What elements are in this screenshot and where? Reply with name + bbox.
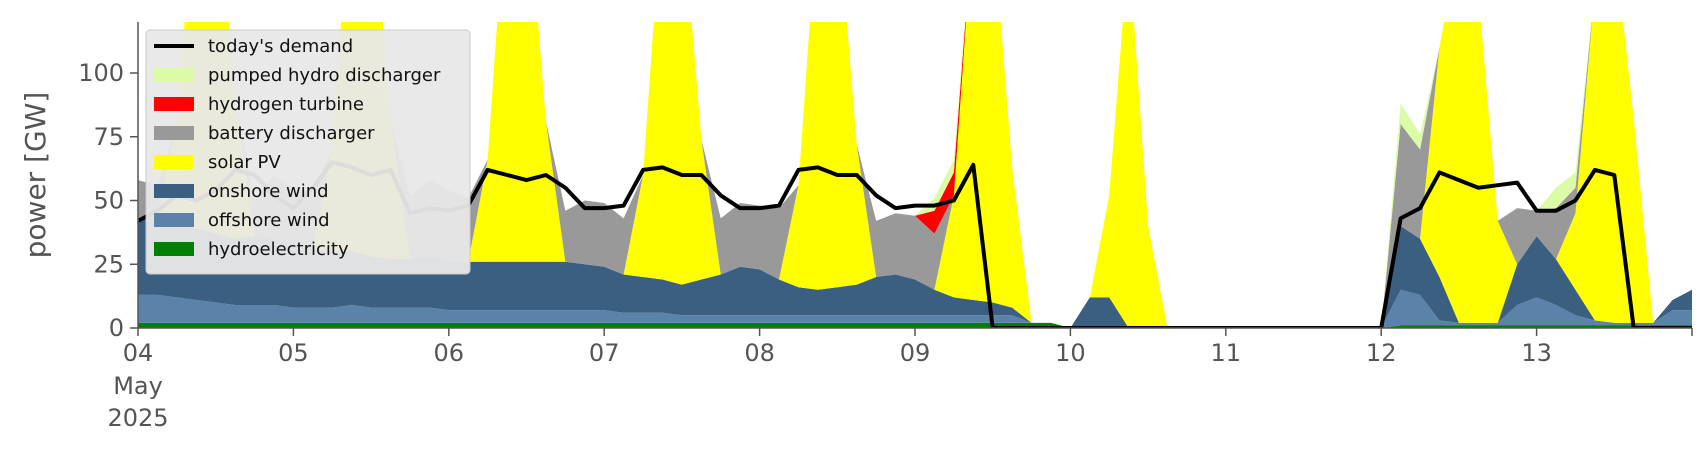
area-battery-discharger: [138, 22, 1692, 328]
legend-label-hydroelectricity: hydroelectricity: [208, 239, 349, 260]
x-tick-label: 07: [589, 339, 620, 367]
legend-label-today-s-demand: today's demand: [208, 36, 353, 57]
y-tick-label: 100: [78, 59, 124, 87]
legend-label-battery-discharger: battery discharger: [208, 123, 375, 144]
x-tick-sublabel: 2025: [107, 404, 168, 432]
legend-box: [145, 29, 471, 275]
x-tick-label: 04: [123, 339, 154, 367]
legend-swatch-hydrogen-turbine: [154, 97, 194, 111]
legend-label-hydrogen-turbine: hydrogen turbine: [208, 94, 364, 115]
legend-swatch-pumped-hydro-discharger: [154, 68, 194, 82]
stacked-areas: [138, 22, 1692, 328]
legend-swatch-hydroelectricity: [154, 242, 194, 256]
legend-label-offshore-wind: offshore wind: [208, 210, 330, 231]
area-offshore-wind: [138, 289, 1692, 328]
legend[interactable]: today's demand pumped hydro discharger hyd…: [145, 29, 471, 275]
legend-swatch-onshore-wind: [154, 184, 194, 198]
y-tick-label: 75: [93, 123, 124, 151]
x-tick-label: 13: [1521, 339, 1552, 367]
y-tick-label: 25: [93, 250, 124, 278]
axes: 0 25 50 75 100 04 May 2025 05 06 07 08 09 10 11 12 13: [78, 22, 1693, 432]
area-hydroelectricity: [138, 322, 1692, 328]
y-tick-label: 0: [109, 314, 124, 342]
x-tick-label: 06: [434, 339, 465, 367]
x-tick-label: 11: [1211, 339, 1242, 367]
legend-label-pumped-hydro-discharger: pumped hydro discharger: [208, 65, 441, 86]
x-tick-label: 12: [1366, 339, 1397, 367]
legend-swatch-battery-discharger: [154, 126, 194, 140]
y-axis-title: power [GW]: [19, 92, 52, 259]
legend-swatch-offshore-wind: [154, 213, 194, 227]
legend-swatch-solar-pv: [154, 155, 194, 169]
x-tick-label: 09: [900, 339, 931, 367]
area-solar-pv: [138, 22, 1692, 328]
x-tick-label: 08: [744, 339, 775, 367]
area-onshore-wind: [138, 218, 1692, 328]
y-tick-label: 50: [93, 187, 124, 215]
legend-label-solar-pv: solar PV: [208, 152, 281, 173]
x-tick-label: 05: [278, 339, 309, 367]
x-tick-sublabel: May: [113, 372, 163, 400]
x-tick-label: 10: [1055, 339, 1086, 367]
legend-label-onshore-wind: onshore wind: [208, 181, 329, 202]
